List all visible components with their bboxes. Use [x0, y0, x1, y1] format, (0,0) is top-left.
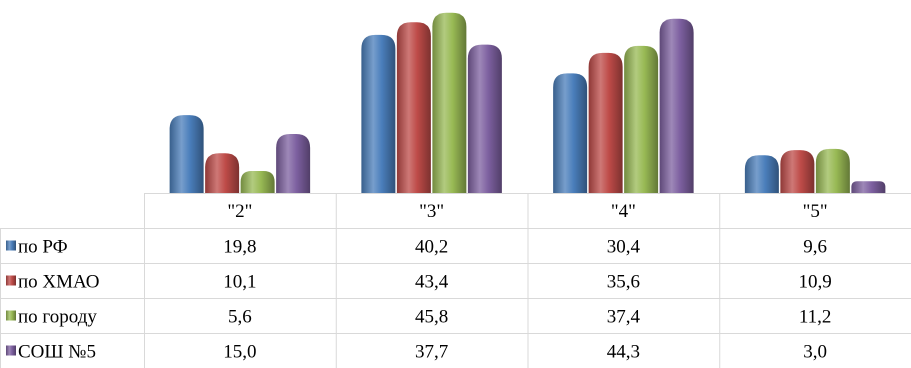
data-table-value: 35,6	[607, 272, 640, 293]
data-table-value: 3,0	[803, 342, 827, 363]
data-table-value: 37,7	[415, 342, 448, 363]
data-table-value: 44,3	[607, 342, 640, 363]
bar-по-городу-0	[240, 170, 275, 193]
bar-по-РФ-0	[169, 115, 204, 193]
legend-series-name: СОШ №5	[18, 342, 96, 363]
data-table-value: 19,8	[223, 237, 256, 258]
data-table-value: 10,1	[223, 272, 256, 293]
bar-по-РФ-1	[361, 34, 396, 193]
data-table-value: 43,4	[415, 272, 449, 293]
bar-СОШ-5-0	[276, 133, 311, 193]
category-label: "5"	[803, 201, 828, 222]
bar-по-ХМАО-0	[205, 153, 240, 193]
data-table-grid	[0, 193, 911, 368]
bar-СОШ-5-3	[851, 181, 886, 193]
bar-по-городу-3	[815, 148, 850, 193]
bar-по-ХМАО-2	[588, 52, 623, 193]
bar-по-городу-2	[624, 45, 659, 194]
category-label: "2"	[227, 201, 252, 222]
bars-group	[169, 12, 886, 194]
legend-key	[6, 240, 16, 251]
data-table-value: 15,0	[223, 342, 256, 363]
category-label: "4"	[611, 201, 636, 222]
legend-key	[6, 275, 16, 286]
data-table-value: 45,8	[415, 307, 448, 328]
data-table-value: 37,4	[607, 307, 641, 328]
bar-по-РФ-2	[553, 73, 588, 193]
legend-key	[6, 310, 16, 321]
data-table-value: 9,6	[803, 237, 827, 258]
legend-series-name: по РФ	[18, 237, 68, 258]
data-table-value: 30,4	[607, 237, 641, 258]
category-label: "3"	[419, 201, 444, 222]
legend-key	[6, 345, 16, 356]
bar-по-РФ-3	[744, 155, 779, 193]
bar-по-городу-1	[432, 12, 467, 193]
bar-СОШ-5-2	[659, 18, 694, 193]
bar-по-ХМАО-3	[780, 150, 815, 193]
data-table-value: 40,2	[415, 237, 448, 258]
bar-по-ХМАО-1	[396, 22, 431, 193]
data-table-value: 11,2	[799, 307, 832, 328]
data-table-value: 5,6	[228, 307, 252, 328]
table-text: "2" "3" "4" "5" по РФ 19,8 40,2 30,4 9,6 по ХМАО 1…	[6, 201, 832, 363]
data-table-value: 10,9	[799, 272, 832, 293]
legend-series-name: по городу	[18, 307, 97, 328]
bar-СОШ-5-1	[467, 44, 502, 194]
legend-series-name: по ХМАО	[18, 272, 100, 293]
